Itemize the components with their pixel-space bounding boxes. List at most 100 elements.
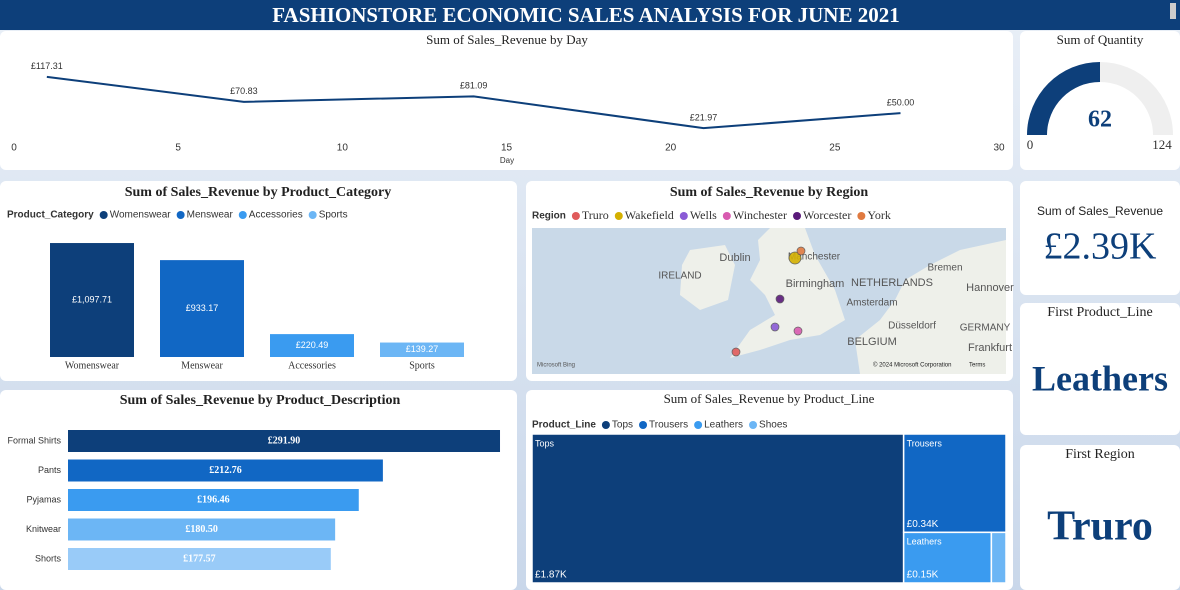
x-tick-label: 15	[501, 143, 513, 154]
x-tick-label: 10	[337, 143, 349, 154]
chart-title: Sum of Sales_Revenue by Product_Line	[664, 391, 875, 406]
bar	[68, 489, 359, 511]
data-label: £212.76	[209, 465, 242, 476]
legend-label: Sports	[319, 210, 348, 221]
region-marker	[793, 326, 803, 336]
legend-label: Shoes	[759, 420, 787, 431]
data-label: £196.46	[197, 494, 230, 505]
legend-swatch	[793, 212, 802, 220]
card-value: £2.39K	[1044, 226, 1158, 268]
gauge-min: 0	[1027, 137, 1034, 152]
map-attribution: © 2024 Microsoft Corporation	[873, 362, 951, 369]
treemap-tile	[531, 433, 905, 584]
chart-title: Sum of Quantity	[1057, 32, 1144, 47]
legend-swatch	[679, 212, 688, 220]
x-tick-label: 30	[993, 143, 1005, 154]
treemap-tile	[902, 433, 1007, 534]
data-label: £180.50	[185, 524, 218, 535]
legend-title: Product_Category	[7, 210, 94, 221]
region-marker	[731, 347, 741, 357]
region-marker	[796, 246, 806, 256]
x-tick-label: Accessories	[288, 360, 336, 371]
card-value: Truro	[1047, 504, 1153, 550]
x-tick-label: Womenswear	[65, 360, 120, 371]
data-label: £21.97	[690, 113, 718, 123]
bar	[68, 430, 501, 452]
place-label: Manchester	[788, 252, 841, 263]
legend-swatch	[238, 211, 247, 219]
card-value: Leathers	[1032, 358, 1168, 398]
treemap-tile	[902, 531, 993, 584]
place-label: Birmingham	[786, 278, 845, 290]
panel	[1020, 445, 1180, 590]
legend-label: Womenswear	[110, 210, 172, 221]
y-tick-label: Shorts	[35, 553, 62, 563]
data-label: £50.00	[887, 97, 915, 107]
chart-title: Sum of Sales_Revenue by Region	[670, 185, 869, 200]
bar	[50, 243, 134, 357]
legend-title: Product_Line	[532, 420, 596, 431]
treemap-tile	[990, 531, 1007, 584]
card-label: First Region	[1065, 447, 1135, 462]
x-tick-label: 25	[829, 143, 841, 154]
gauge-max: 124	[1152, 137, 1172, 152]
gauge-fill	[1027, 62, 1100, 135]
region-marker	[770, 322, 780, 332]
place-label: Bremen	[927, 263, 962, 274]
map-attribution: Terms	[969, 363, 985, 369]
scrollbar[interactable]	[1170, 3, 1176, 19]
x-tick-label: 0	[11, 143, 17, 154]
region-marker	[775, 294, 785, 304]
x-tick-label: 20	[665, 143, 677, 154]
data-label: £117.31	[31, 61, 63, 71]
legend-label: Trousers	[649, 420, 688, 431]
tile-label: Trousers	[907, 438, 943, 448]
panel	[1020, 303, 1180, 435]
data-label: £291.90	[268, 435, 301, 446]
panel	[1020, 31, 1180, 170]
map-background	[532, 228, 1006, 374]
legend-swatch	[749, 421, 758, 429]
chart-title: Sum of Sales_Revenue by Day	[426, 32, 588, 47]
place-label: GERMANY	[960, 323, 1011, 334]
card-label: First Product_Line	[1047, 305, 1152, 320]
gauge-value: 62	[1088, 107, 1112, 133]
tile-label: Tops	[535, 438, 555, 448]
map-attribution: Microsoft Bing	[537, 363, 575, 369]
data-label: £1,097.71	[72, 294, 112, 304]
panel	[1020, 181, 1180, 295]
place-label: Hannover	[966, 282, 1014, 294]
data-label: £933.17	[186, 303, 219, 313]
legend-swatch	[722, 212, 731, 220]
data-label: £220.49	[296, 340, 329, 350]
legend-label: Wells	[690, 208, 717, 222]
y-tick-label: Pants	[38, 465, 62, 475]
tile-value: £0.15K	[907, 570, 939, 581]
data-label: £139.27	[406, 344, 439, 354]
card-label: Sum of Sales_Revenue	[1037, 204, 1163, 218]
x-tick-label: Sports	[409, 360, 435, 371]
bar	[68, 548, 331, 570]
y-tick-label: Knitwear	[26, 524, 61, 534]
dashboard-title: FASHIONSTORE ECONOMIC SALES ANALYSIS FOR…	[272, 3, 899, 27]
bar	[380, 342, 464, 357]
tile-value: £1.87K	[535, 570, 567, 581]
bar	[68, 459, 383, 482]
place-label: NETHERLANDS	[851, 277, 933, 289]
data-label: £70.83	[230, 86, 258, 96]
place-label: Düsseldorf	[888, 321, 936, 332]
y-tick-label: Formal Shirts	[7, 435, 61, 445]
legend-swatch	[857, 212, 866, 220]
legend-label: Wakefield	[625, 208, 674, 222]
place-label: Amsterdam	[846, 298, 897, 309]
header-bar	[0, 0, 1180, 30]
tile-label: Leathers	[907, 537, 943, 547]
data-label: £177.57	[183, 553, 216, 564]
region-marker	[788, 251, 802, 265]
legend-swatch	[614, 212, 623, 220]
x-tick-label: 5	[175, 143, 181, 154]
bar	[68, 518, 336, 541]
x-tick-label: Menswear	[181, 360, 223, 371]
legend-title: Region	[532, 211, 566, 222]
legend-swatch	[639, 421, 648, 429]
